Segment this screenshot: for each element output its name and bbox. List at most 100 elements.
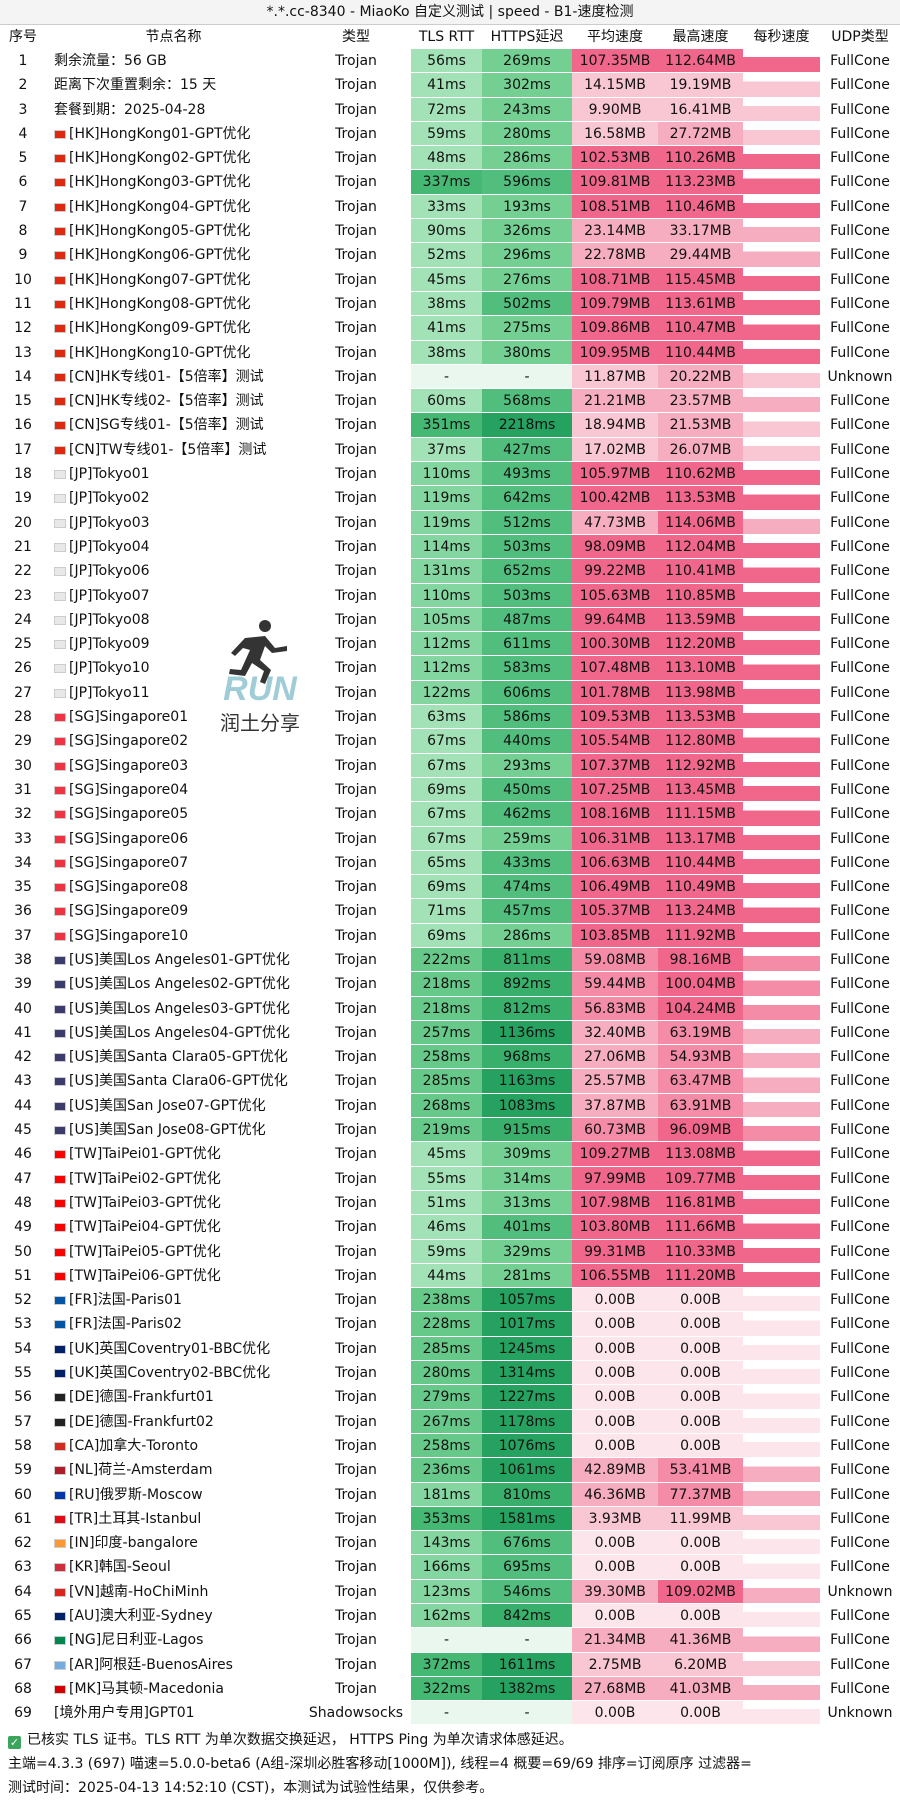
- udp-type: FullCone: [820, 559, 900, 584]
- udp-type: FullCone: [820, 899, 900, 924]
- per-second-speed: [743, 923, 820, 948]
- max-speed: 6.20MB: [658, 1652, 743, 1677]
- tls-rtt: 119ms: [411, 486, 482, 511]
- avg-speed: 0.00B: [572, 1604, 658, 1629]
- row-index: 46: [0, 1142, 46, 1167]
- node-name-text: [US]美国San Jose08-GPT优化: [69, 1122, 266, 1139]
- table-row: 14 [CN]HK专线01-【5倍率】测试 Trojan - -11.87MB 20.22…: [0, 364, 900, 390]
- table-row: 39 [US]美国Los Angeles02-GPT优化 Trojan 218ms 89…: [0, 972, 900, 997]
- row-index: 24: [0, 608, 46, 633]
- node-type: Trojan: [301, 1628, 411, 1653]
- row-index: 59: [0, 1458, 46, 1483]
- max-speed: 77.37MB: [658, 1482, 743, 1507]
- node-name-text: [JP]Tokyo07: [69, 587, 150, 604]
- table-row: 33 [SG]Singapore06 Trojan 67ms 259ms 106.31MB…: [0, 826, 900, 851]
- https-latency: 313ms: [482, 1190, 572, 1216]
- tls-rtt: 69ms: [411, 875, 482, 900]
- https-latency: 546ms: [482, 1579, 572, 1604]
- node-name: 剩余流量：56 GB: [46, 49, 301, 74]
- avg-speed: 37.87MB: [572, 1093, 658, 1119]
- table-row: 46 [TW]TaiPei01-GPT优化 Trojan 45ms 309ms 109.2…: [0, 1142, 900, 1167]
- table-row: 44 [US]美国San Jose07-GPT优化 Trojan 268ms 1083m…: [0, 1093, 900, 1119]
- node-name: [US]美国Los Angeles01-GPT优化: [46, 948, 301, 973]
- node-name-text: [US]美国Santa Clara05-GPT优化: [69, 1049, 288, 1066]
- row-index: 17: [0, 438, 46, 463]
- node-name-text: [MK]马其顿-Macedonia: [69, 1680, 224, 1697]
- flag-icon: [54, 1660, 66, 1670]
- tls-rtt: 38ms: [411, 340, 482, 365]
- max-speed: 0.00B: [658, 1361, 743, 1386]
- avg-speed: 0.00B: [572, 1555, 658, 1580]
- row-index: 8: [0, 219, 46, 244]
- node-name: [TW]TaiPei02-GPT优化: [46, 1167, 301, 1191]
- node-name: [US]美国Los Angeles04-GPT优化: [46, 1021, 301, 1046]
- flag-icon: [54, 1490, 66, 1500]
- max-speed: 114.06MB: [658, 510, 743, 535]
- node-name: [US]美国Los Angeles03-GPT优化: [46, 997, 301, 1021]
- udp-type: FullCone: [820, 1604, 900, 1629]
- https-latency: 281ms: [482, 1263, 572, 1289]
- udp-type: FullCone: [820, 1677, 900, 1702]
- node-name-text: [KR]韩国-Seoul: [69, 1559, 171, 1576]
- tls-rtt: 46ms: [411, 1215, 482, 1240]
- https-latency: 915ms: [482, 1118, 572, 1143]
- node-name: [AR]阿根廷-BuenosAires: [46, 1653, 301, 1677]
- per-second-speed: [743, 510, 820, 535]
- flag-icon: [54, 1563, 66, 1573]
- https-latency: 433ms: [482, 850, 572, 876]
- https-latency: 611ms: [482, 632, 572, 657]
- per-second-speed: [743, 583, 820, 608]
- max-speed: 113.17MB: [658, 826, 743, 851]
- https-latency: 293ms: [482, 753, 572, 778]
- udp-type: Unknown: [820, 1701, 900, 1726]
- https-latency: 811ms: [482, 947, 572, 973]
- https-latency: 487ms: [482, 607, 572, 633]
- row-index: 6: [0, 170, 46, 195]
- udp-type: FullCone: [820, 341, 900, 365]
- node-name: 套餐到期：2025-04-28: [46, 98, 301, 122]
- udp-type: FullCone: [820, 729, 900, 754]
- https-latency: 652ms: [482, 559, 572, 584]
- tls-rtt: 337ms: [411, 170, 482, 195]
- max-speed: 110.33MB: [658, 1239, 743, 1264]
- node-type: Trojan: [301, 802, 411, 827]
- avg-speed: 106.55MB: [572, 1263, 658, 1289]
- tls-rtt: 228ms: [411, 1312, 482, 1337]
- https-latency: -: [482, 1628, 572, 1653]
- flag-icon: [54, 1126, 66, 1136]
- max-speed: 109.02MB: [658, 1579, 743, 1604]
- https-latency: 427ms: [482, 437, 572, 463]
- max-speed: 53.41MB: [658, 1458, 743, 1483]
- node-type: Trojan: [301, 73, 411, 98]
- node-name: [TW]TaiPei01-GPT优化: [46, 1142, 301, 1167]
- node-name-text: [SG]Singapore01: [69, 709, 189, 726]
- node-type: Trojan: [301, 1604, 411, 1629]
- node-name-text: [UK]英国Coventry01-BBC优化: [69, 1340, 271, 1357]
- node-name: [NG]尼日利亚-Lagos: [46, 1628, 301, 1653]
- max-speed: 112.64MB: [658, 49, 743, 74]
- max-speed: 19.19MB: [658, 73, 743, 98]
- https-latency: 275ms: [482, 316, 572, 341]
- table-row: 66 [NG]尼日利亚-Lagos Trojan - -21.34MB 41.36MB Fu…: [0, 1628, 900, 1653]
- https-latency: 440ms: [482, 729, 572, 754]
- udp-type: FullCone: [820, 1045, 900, 1070]
- table-row: 1 剩余流量：56 GB Trojan 56ms 269ms 107.35MB 112.64…: [0, 49, 900, 74]
- node-name-text: 套餐到期：2025-04-28: [54, 101, 206, 118]
- udp-type: FullCone: [820, 1021, 900, 1046]
- node-name: [JP]Tokyo04: [46, 535, 301, 560]
- per-second-speed: [743, 802, 820, 827]
- table-row: 68 [MK]马其顿-Macedonia Trojan 322ms 1382ms 27.6…: [0, 1676, 900, 1702]
- table-row: 2 距离下次重置剩余：15 天 Trojan 41ms 302ms 14.15MB 19.1…: [0, 73, 900, 98]
- node-type: Trojan: [301, 1118, 411, 1143]
- flag-icon: [54, 1417, 66, 1427]
- node-name: [RU]俄罗斯-Moscow: [46, 1483, 301, 1507]
- tls-rtt: -: [411, 1628, 482, 1653]
- https-latency: 462ms: [482, 802, 572, 827]
- node-name: [SG]Singapore05: [46, 802, 301, 827]
- row-index: 18: [0, 462, 46, 487]
- tls-rtt: 166ms: [411, 1555, 482, 1580]
- per-second-speed: [743, 194, 820, 220]
- table-row: 45 [US]美国San Jose08-GPT优化 Trojan 219ms 915ms…: [0, 1118, 900, 1143]
- row-index: 39: [0, 972, 46, 997]
- node-name-text: [SG]Singapore02: [69, 733, 189, 750]
